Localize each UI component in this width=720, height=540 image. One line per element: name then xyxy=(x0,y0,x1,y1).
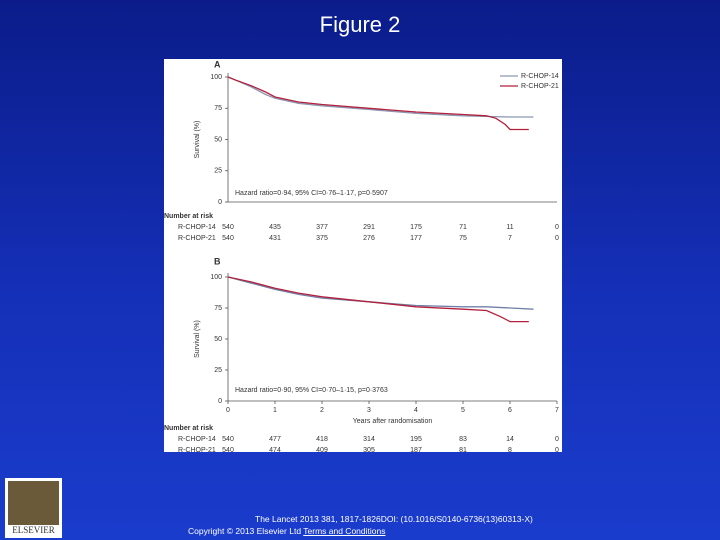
risk-value: 177 xyxy=(410,235,422,242)
risk-value: 409 xyxy=(316,447,328,454)
risk-value: 377 xyxy=(316,224,328,231)
risk-value: 14 xyxy=(506,436,514,443)
y-tick-label: 0 xyxy=(218,398,222,405)
risk-value: 83 xyxy=(459,436,467,443)
risk-value: 8 xyxy=(508,447,512,454)
risk-value: 0 xyxy=(555,224,559,231)
x-axis-title: Years after randomisation xyxy=(353,418,433,425)
survival-curve xyxy=(227,76,529,131)
risk-value: 75 xyxy=(459,235,467,242)
risk-value: 0 xyxy=(555,447,559,454)
y-tick-label: 25 xyxy=(214,168,222,175)
figure-panel xyxy=(164,59,562,452)
risk-value: 418 xyxy=(316,436,328,443)
annotation: Hazard ratio=0·90, 95% CI=0·70–1·15, p=0… xyxy=(235,387,388,394)
slide-title: Figure 2 xyxy=(319,12,401,37)
y-tick-label: 0 xyxy=(218,199,222,206)
copyright: Copyright © 2013 Elsevier Ltd Terms and … xyxy=(188,526,385,536)
survival-curve xyxy=(227,276,529,323)
x-tick-label: 3 xyxy=(367,407,371,414)
risk-value: 195 xyxy=(410,436,422,443)
publisher-logo: ELSEVIER xyxy=(5,478,62,538)
risk-value: 0 xyxy=(555,436,559,443)
y-tick-label: 50 xyxy=(214,136,222,143)
legend-label: R-CHOP-21 xyxy=(521,83,559,90)
survival-curve xyxy=(227,76,534,118)
risk-value: 540 xyxy=(222,235,234,242)
risk-table-title: Number at risk xyxy=(164,213,213,220)
x-tick-label: 4 xyxy=(414,407,418,414)
risk-value: 477 xyxy=(269,436,281,443)
risk-table-title: Number at risk xyxy=(164,425,213,432)
risk-value: 81 xyxy=(459,447,467,454)
risk-row-label: R-CHOP-21 xyxy=(178,235,216,242)
legend-label: R-CHOP-14 xyxy=(521,73,559,80)
y-tick-label: 50 xyxy=(214,336,222,343)
risk-row-label: R-CHOP-14 xyxy=(178,436,216,443)
terms-link[interactable]: Terms and Conditions xyxy=(303,526,386,536)
logo-art xyxy=(8,481,59,525)
y-tick-label: 100 xyxy=(210,74,222,81)
x-tick-label: 2 xyxy=(320,407,324,414)
citation: The Lancet 2013 381, 1817-1826DOI: (10.1… xyxy=(255,514,533,524)
risk-value: 7 xyxy=(508,235,512,242)
risk-value: 431 xyxy=(269,235,281,242)
x-tick-label: 0 xyxy=(226,407,230,414)
y-tick-label: 75 xyxy=(214,105,222,112)
risk-value: 314 xyxy=(363,436,375,443)
risk-value: 175 xyxy=(410,224,422,231)
risk-value: 474 xyxy=(269,447,281,454)
risk-value: 540 xyxy=(222,436,234,443)
risk-value: 435 xyxy=(269,224,281,231)
risk-value: 11 xyxy=(506,224,513,231)
annotation: Hazard ratio=0·94, 95% CI=0·76–1·17, p=0… xyxy=(235,190,388,197)
risk-row-label: R-CHOP-14 xyxy=(178,224,216,231)
y-tick-label: 100 xyxy=(210,274,222,281)
risk-value: 305 xyxy=(363,447,375,454)
risk-value: 291 xyxy=(363,224,375,231)
risk-value: 276 xyxy=(363,235,375,242)
panel-label: A xyxy=(214,59,221,69)
risk-value: 71 xyxy=(459,224,467,231)
x-tick-label: 5 xyxy=(461,407,465,414)
y-tick-label: 25 xyxy=(214,367,222,374)
x-tick-label: 1 xyxy=(273,407,277,414)
y-axis-title: Survival (%) xyxy=(194,121,201,159)
risk-value: 187 xyxy=(410,447,422,454)
risk-value: 540 xyxy=(222,447,234,454)
risk-value: 540 xyxy=(222,224,234,231)
y-tick-label: 75 xyxy=(214,305,222,312)
risk-value: 0 xyxy=(555,235,559,242)
y-axis-title: Survival (%) xyxy=(194,320,201,358)
copyright-text: Copyright © 2013 Elsevier Ltd xyxy=(188,526,302,536)
risk-value: 375 xyxy=(316,235,328,242)
logo-text: ELSEVIER xyxy=(12,525,55,535)
risk-row-label: R-CHOP-21 xyxy=(178,447,216,454)
panel-label: B xyxy=(214,256,221,266)
x-tick-label: 6 xyxy=(508,407,512,414)
x-tick-label: 7 xyxy=(555,407,559,414)
